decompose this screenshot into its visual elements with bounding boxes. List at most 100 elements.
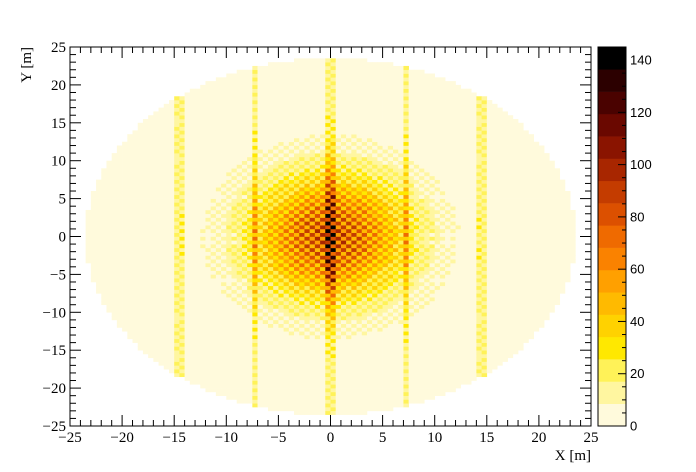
heatmap-cell — [351, 168, 357, 173]
heatmap-cell — [148, 198, 154, 203]
heatmap-cell — [174, 244, 180, 249]
heatmap-cell — [184, 365, 191, 370]
heatmap-cell — [221, 391, 227, 396]
heatmap-cell — [309, 380, 316, 385]
heatmap-cell — [267, 168, 274, 173]
heatmap-cell — [215, 346, 222, 351]
heatmap-cell — [148, 335, 154, 340]
heatmap-cell — [356, 84, 363, 89]
heatmap-cell — [189, 308, 196, 313]
heatmap-cell — [325, 357, 331, 362]
heatmap-cell — [299, 335, 305, 340]
heatmap-cell — [393, 115, 399, 120]
heatmap-cell — [179, 297, 185, 302]
heatmap-cell — [288, 228, 295, 234]
heatmap-cell — [262, 361, 269, 366]
heatmap-cell — [101, 206, 107, 211]
heatmap-cell — [96, 198, 102, 203]
heatmap-cell — [174, 236, 180, 241]
heatmap-cell — [241, 293, 248, 298]
heatmap-cell — [340, 384, 347, 389]
heatmap-cell — [361, 228, 368, 234]
heatmap-cell — [257, 353, 264, 359]
heatmap-cell — [340, 410, 347, 415]
heatmap-cell — [320, 58, 326, 63]
heatmap-cell — [403, 126, 409, 131]
heatmap-cell — [273, 107, 279, 112]
heatmap-cell — [179, 365, 185, 370]
heatmap-cell — [241, 96, 248, 101]
heatmap-cell — [174, 274, 180, 279]
heatmap-cell — [257, 285, 264, 290]
heatmap-cell — [413, 263, 420, 268]
heatmap-cell — [205, 134, 211, 139]
heatmap-cell — [335, 62, 342, 67]
heatmap-cell — [288, 274, 295, 279]
heatmap-cell — [377, 119, 383, 124]
heatmap-cell — [252, 259, 258, 264]
heatmap-cell — [184, 228, 191, 234]
heatmap-cell — [335, 179, 342, 184]
heatmap-cell — [398, 168, 404, 173]
heatmap-cell — [335, 69, 342, 74]
heatmap-cell — [294, 350, 300, 355]
heatmap-cell — [163, 312, 170, 317]
heatmap-cell — [200, 263, 206, 268]
heatmap-cell — [257, 304, 264, 309]
heatmap-cell — [252, 232, 258, 237]
heatmap-cell — [210, 316, 217, 321]
heatmap-cell — [116, 202, 123, 207]
heatmap-cell — [361, 342, 368, 347]
heatmap-cell — [314, 164, 321, 169]
heatmap-cell — [294, 206, 300, 211]
heatmap-cell — [288, 376, 295, 381]
heatmap-cell — [221, 350, 227, 355]
heatmap-cell — [304, 115, 310, 120]
heatmap-cell — [309, 77, 316, 82]
heatmap-cell — [142, 164, 149, 169]
heatmap-cell — [215, 172, 222, 177]
heatmap-cell — [278, 259, 284, 264]
heatmap-cell — [294, 399, 300, 404]
heatmap-cell — [200, 122, 206, 127]
heatmap-cell — [262, 357, 269, 362]
heatmap-cell — [158, 191, 165, 196]
heatmap-cell — [294, 285, 300, 290]
heatmap-cell — [132, 304, 139, 309]
heatmap-cell — [163, 130, 170, 135]
heatmap-cell — [247, 115, 253, 120]
heatmap-cell — [398, 221, 404, 226]
heatmap-cell — [372, 350, 378, 355]
heatmap-cell — [273, 225, 279, 230]
heatmap-cell — [174, 153, 180, 158]
heatmap-cell — [174, 259, 180, 264]
heatmap-cell — [205, 338, 211, 343]
heatmap-cell — [309, 281, 316, 287]
heatmap-cell — [309, 209, 316, 215]
heatmap-cell — [257, 312, 264, 317]
heatmap-cell — [205, 369, 211, 374]
heatmap-cell — [127, 179, 133, 184]
heatmap-cell — [252, 384, 258, 389]
heatmap-cell — [215, 369, 222, 374]
heatmap-cell — [262, 365, 269, 370]
heatmap-cell — [231, 119, 238, 124]
heatmap-cell — [408, 391, 415, 396]
heatmap-cell — [377, 232, 383, 237]
heatmap-cell — [127, 289, 133, 294]
heatmap-cell — [158, 357, 165, 362]
heatmap-cell — [393, 73, 399, 78]
heatmap-cell — [413, 304, 420, 309]
heatmap-cell — [137, 228, 144, 234]
heatmap-cell — [372, 149, 378, 154]
heatmap-cell — [96, 191, 102, 196]
heatmap-cell — [304, 236, 310, 241]
heatmap-cell — [179, 168, 185, 173]
heatmap-cell — [127, 244, 133, 249]
heatmap-cell — [330, 300, 337, 306]
heatmap-cell — [90, 202, 97, 207]
heatmap-cell — [299, 338, 305, 343]
heatmap-cell — [393, 141, 399, 146]
heatmap-cell — [356, 73, 363, 78]
heatmap-cell — [366, 160, 373, 165]
